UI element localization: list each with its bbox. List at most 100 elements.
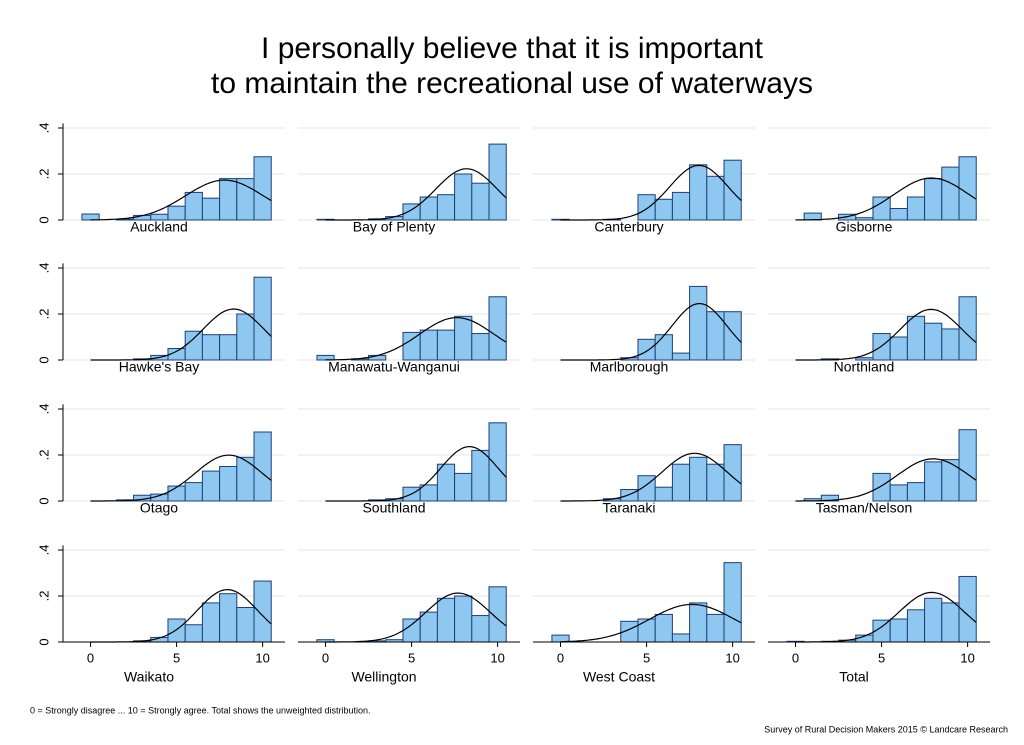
bar (419, 329, 438, 361)
x-tick-label: 0 (792, 650, 799, 665)
bar (184, 330, 203, 361)
bar (654, 486, 673, 502)
bar (436, 329, 456, 361)
bar (889, 484, 908, 502)
bar (689, 602, 708, 643)
bar (906, 315, 926, 361)
bar (671, 191, 691, 221)
bar (941, 602, 960, 643)
bar (436, 597, 456, 643)
bar (941, 166, 960, 221)
x-tick-label: 10 (960, 650, 974, 665)
bars (620, 285, 742, 361)
bars (316, 143, 507, 221)
bar (81, 213, 100, 221)
bar (454, 315, 473, 361)
bar (253, 431, 272, 502)
bar (654, 334, 673, 361)
bar (889, 208, 908, 221)
bar (488, 586, 507, 643)
bar (671, 352, 691, 361)
bar (454, 173, 473, 221)
panel-label: Otago (140, 500, 178, 516)
y-tick-label: 0 (36, 216, 51, 223)
bar (184, 191, 203, 221)
y-tick-label: .2 (36, 450, 51, 461)
bar (654, 613, 673, 643)
bar (706, 175, 725, 221)
normal-curve (795, 458, 977, 502)
bar (723, 159, 742, 221)
bar (167, 618, 186, 643)
normal-curve (795, 177, 977, 221)
note: 0 = Strongly disagree ... 10 = Strongly … (30, 705, 371, 715)
bar (253, 276, 272, 361)
bar (803, 212, 822, 221)
bar (436, 194, 456, 221)
x-tick-label: 5 (878, 650, 885, 665)
x-tick-label: 0 (322, 650, 329, 665)
x-tick-label: 5 (643, 650, 650, 665)
bar (689, 285, 708, 361)
panel-label: Manawatu-Wanganui (328, 359, 460, 375)
bar (201, 197, 221, 221)
x-tick-label: 5 (408, 650, 415, 665)
normal-curve (560, 164, 742, 221)
bar (184, 482, 203, 502)
bar (201, 470, 221, 502)
bar (723, 311, 742, 361)
bar (488, 296, 507, 361)
panel-label: Marlborough (590, 359, 669, 375)
title-line: I personally believe that it is importan… (261, 32, 764, 65)
y-tick-label: .2 (36, 169, 51, 180)
x-tick-label: 10 (255, 650, 269, 665)
panel-label: Southland (362, 500, 425, 516)
normal-curve (325, 168, 507, 221)
bar (723, 562, 742, 643)
bar (219, 334, 238, 361)
bars (603, 444, 742, 502)
bar (253, 156, 272, 221)
normal-curve (90, 454, 272, 502)
bar (471, 615, 490, 643)
bars (551, 159, 742, 221)
bar (637, 338, 656, 361)
bars (803, 156, 977, 221)
bar (402, 618, 421, 643)
bar (236, 178, 255, 221)
bar (488, 143, 507, 221)
x-tick-label: 5 (173, 650, 180, 665)
bar (471, 182, 490, 221)
y-tick-label: 0 (36, 356, 51, 363)
bar (219, 178, 238, 221)
bar (924, 461, 943, 502)
bars (803, 429, 977, 502)
normal-curve (90, 179, 272, 221)
y-tick-label: 0 (36, 638, 51, 645)
bar (454, 595, 473, 643)
bar (820, 494, 840, 502)
normal-curve (560, 303, 742, 361)
bar (924, 322, 943, 361)
panel-label: Auckland (130, 219, 188, 235)
bar (419, 611, 438, 643)
y-tick-label: .2 (36, 591, 51, 602)
y-tick-label: .4 (36, 404, 51, 415)
panel-label: Northland (834, 359, 895, 375)
bar (637, 618, 656, 643)
y-tick-label: .2 (36, 309, 51, 320)
panel-label: Gisborne (836, 219, 893, 235)
bar (201, 602, 221, 643)
x-tick-label: 10 (490, 650, 504, 665)
bar (253, 580, 272, 643)
bars (115, 431, 272, 502)
bar (706, 613, 725, 643)
normal-curve (560, 452, 742, 502)
bar (958, 296, 977, 361)
panel-label: Canterbury (594, 219, 663, 235)
y-tick-label: .4 (36, 263, 51, 274)
bar (402, 331, 421, 361)
x-tick-label: 0 (87, 650, 94, 665)
panel-label: Total (839, 669, 869, 685)
bar (958, 156, 977, 221)
